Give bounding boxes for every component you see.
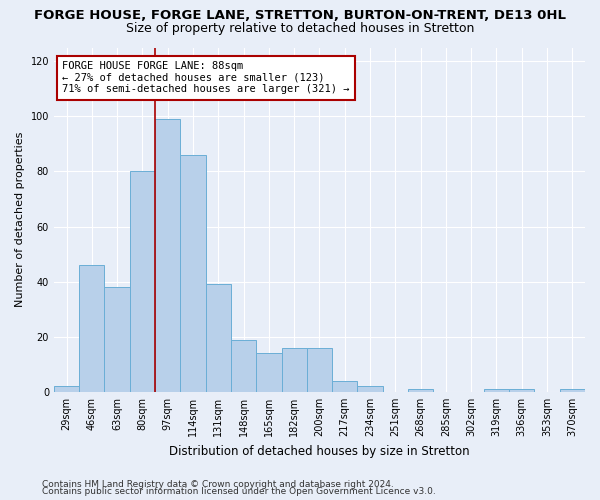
Text: Size of property relative to detached houses in Stretton: Size of property relative to detached ho… — [126, 22, 474, 35]
Bar — [332, 381, 358, 392]
Text: FORGE HOUSE, FORGE LANE, STRETTON, BURTON-ON-TRENT, DE13 0HL: FORGE HOUSE, FORGE LANE, STRETTON, BURTO… — [34, 9, 566, 22]
Text: Contains public sector information licensed under the Open Government Licence v3: Contains public sector information licen… — [42, 488, 436, 496]
Bar — [231, 340, 256, 392]
Bar — [307, 348, 332, 392]
Bar — [79, 265, 104, 392]
Bar — [358, 386, 383, 392]
X-axis label: Distribution of detached houses by size in Stretton: Distribution of detached houses by size … — [169, 444, 470, 458]
Bar — [256, 354, 281, 392]
Bar — [155, 119, 181, 392]
Y-axis label: Number of detached properties: Number of detached properties — [15, 132, 25, 308]
Text: Contains HM Land Registry data © Crown copyright and database right 2024.: Contains HM Land Registry data © Crown c… — [42, 480, 394, 489]
Bar — [408, 389, 433, 392]
Bar — [206, 284, 231, 392]
Bar — [509, 389, 535, 392]
Bar — [484, 389, 509, 392]
Bar — [560, 389, 585, 392]
Bar — [54, 386, 79, 392]
Bar — [181, 155, 206, 392]
Bar — [281, 348, 307, 392]
Bar — [130, 172, 155, 392]
Text: FORGE HOUSE FORGE LANE: 88sqm
← 27% of detached houses are smaller (123)
71% of : FORGE HOUSE FORGE LANE: 88sqm ← 27% of d… — [62, 62, 349, 94]
Bar — [104, 287, 130, 392]
